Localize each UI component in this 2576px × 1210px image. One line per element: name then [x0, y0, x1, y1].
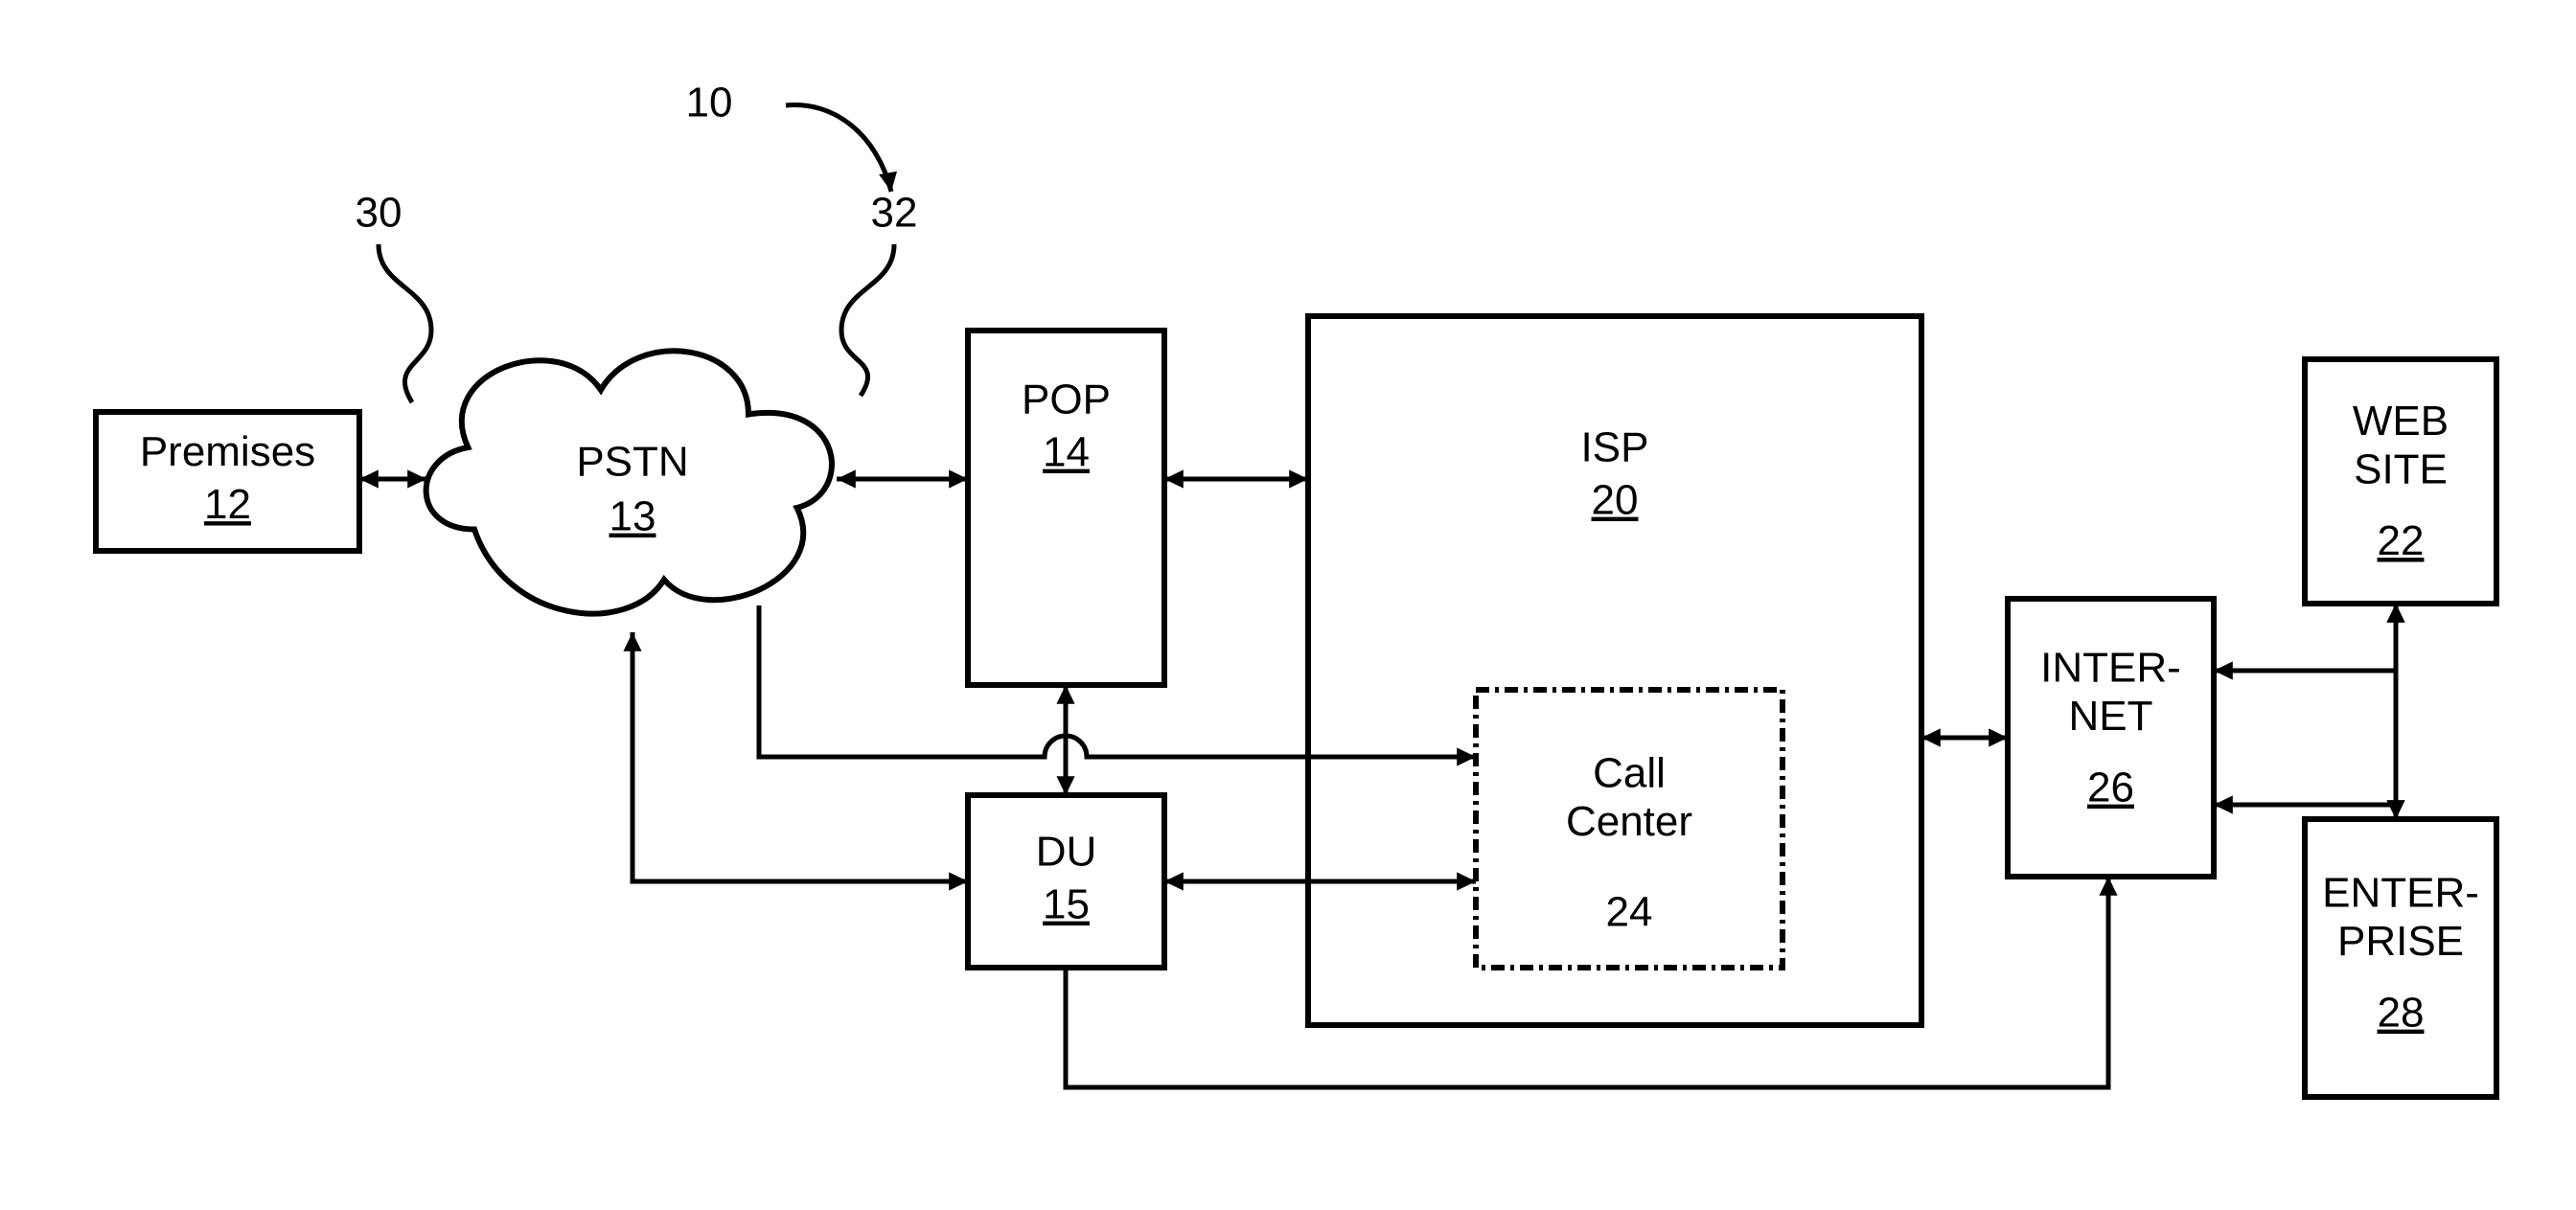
premises-ref: 12	[204, 481, 251, 528]
pop-label: POP	[1022, 377, 1111, 423]
lead-32: 32	[871, 190, 918, 237]
pop-ref: 14	[1043, 429, 1090, 476]
internet-label: INTER-	[2040, 644, 2181, 691]
du-ref: 15	[1043, 881, 1090, 928]
premises-label: Premises	[140, 428, 315, 475]
lead-30: 30	[356, 190, 402, 237]
connector	[2214, 604, 2396, 671]
enterprise-label: ENTER-	[2322, 869, 2479, 916]
enterprise-ref: 28	[2378, 990, 2425, 1037]
internet-ref: 26	[2087, 765, 2134, 811]
arrowhead	[837, 469, 856, 488]
website-ref: 22	[2378, 517, 2425, 564]
callcenter-label: Call	[1593, 749, 1666, 796]
isp-label: ISP	[1581, 424, 1649, 471]
figure-ref-arrow	[786, 105, 891, 192]
enterprise-label: PRISE	[2337, 918, 2464, 965]
website-label: WEB	[2353, 398, 2449, 445]
pstn-label: PSTN	[576, 439, 688, 486]
internet-label: NET	[2069, 693, 2153, 740]
figure-ref: 10	[686, 80, 733, 126]
callcenter-label: Center	[1566, 798, 1692, 845]
lead-line-30	[379, 244, 431, 402]
arrowhead	[623, 632, 641, 651]
du-label: DU	[1036, 829, 1097, 876]
lead-line-32	[841, 244, 894, 396]
isp-ref: 20	[1592, 477, 1639, 524]
website-label: SITE	[2354, 445, 2448, 492]
pstn-ref: 13	[610, 493, 656, 540]
callcenter-ref: 24	[1606, 889, 1653, 936]
